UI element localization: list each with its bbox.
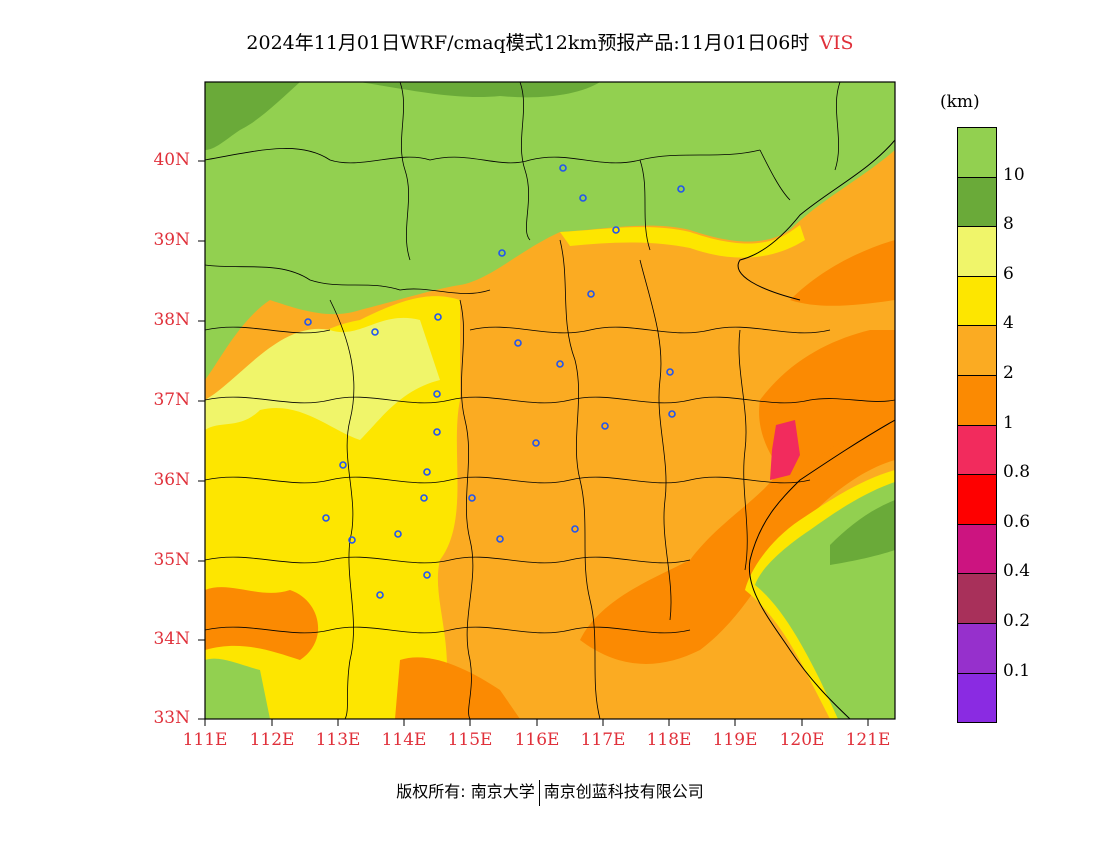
map-title: 2024年11月01日WRF/cmaq模式12km预报产品:11月01日06时 V… <box>0 28 1100 55</box>
colorbar-box <box>957 325 997 375</box>
colorbar-label: 0.4 <box>1003 561 1031 582</box>
copyright: 版权所有: 南京大学 南京创蓝科技有限公司 <box>0 778 1100 806</box>
colorbar-label: 0.1 <box>1003 660 1031 681</box>
colorbar-box <box>957 176 997 227</box>
city-markers <box>304 164 685 599</box>
lat-label-38n: 38N <box>153 310 190 330</box>
lon-label-114e: 114E <box>381 730 427 750</box>
colorbar <box>957 127 997 724</box>
colorbar-label: 2 <box>1003 363 1014 383</box>
colorbar-label: 0.2 <box>1003 611 1031 631</box>
lon-label-120e: 120E <box>779 730 825 750</box>
title-text: 2024年11月01日WRF/cmaq模式12km预报产品:11月01日06时 <box>246 32 810 54</box>
colorbar-label: 6 <box>1003 263 1014 284</box>
colorbar-box <box>957 424 997 475</box>
lat-label-35n: 35N <box>153 550 190 570</box>
colorbar-box <box>957 622 997 673</box>
colorbar-label: 0.8 <box>1003 462 1031 483</box>
lon-label-116e: 116E <box>514 730 560 750</box>
copyright-separator <box>538 779 540 806</box>
lon-label-121e: 121E <box>845 730 891 750</box>
colorbar-box <box>957 523 997 574</box>
lat-label-40n: 40N <box>153 150 190 170</box>
lat-label-37n: 37N <box>153 390 190 410</box>
colorbar-box <box>957 127 997 177</box>
lat-label-34n: 34N <box>153 629 190 649</box>
colorbar-label: 8 <box>1003 214 1014 235</box>
colorbar-unit: (km) <box>940 92 980 112</box>
lon-label-115e: 115E <box>447 730 493 750</box>
copyright-left: 版权所有: 南京大学 <box>396 782 535 801</box>
colorbar-label: 1 <box>1003 412 1014 433</box>
colorbar-label: 4 <box>1003 313 1014 334</box>
lon-label-112e: 112E <box>249 730 295 750</box>
colorbar-box <box>957 474 997 524</box>
map-field <box>205 82 895 719</box>
colorbar-box <box>957 275 997 326</box>
copyright-right: 南京创蓝科技有限公司 <box>543 782 704 801</box>
variable-label: VIS <box>819 32 854 54</box>
colorbar-box <box>957 672 997 724</box>
colorbar-label: 0.6 <box>1003 511 1031 532</box>
lon-label-118e: 118E <box>646 730 692 750</box>
colorbar-box <box>957 374 997 425</box>
lon-label-119e: 119E <box>712 730 758 750</box>
lon-label-113e: 113E <box>315 730 361 750</box>
lat-label-33n: 33N <box>153 708 190 728</box>
lat-label-36n: 36N <box>153 470 190 490</box>
colorbar-label: 10 <box>1003 164 1025 185</box>
colorbar-box <box>957 573 997 623</box>
lon-label-117e: 117E <box>580 730 626 750</box>
lon-label-111e: 111E <box>182 730 228 750</box>
colorbar-box <box>957 226 997 276</box>
lat-label-39n: 39N <box>153 230 190 250</box>
axis-ticks <box>198 160 869 726</box>
